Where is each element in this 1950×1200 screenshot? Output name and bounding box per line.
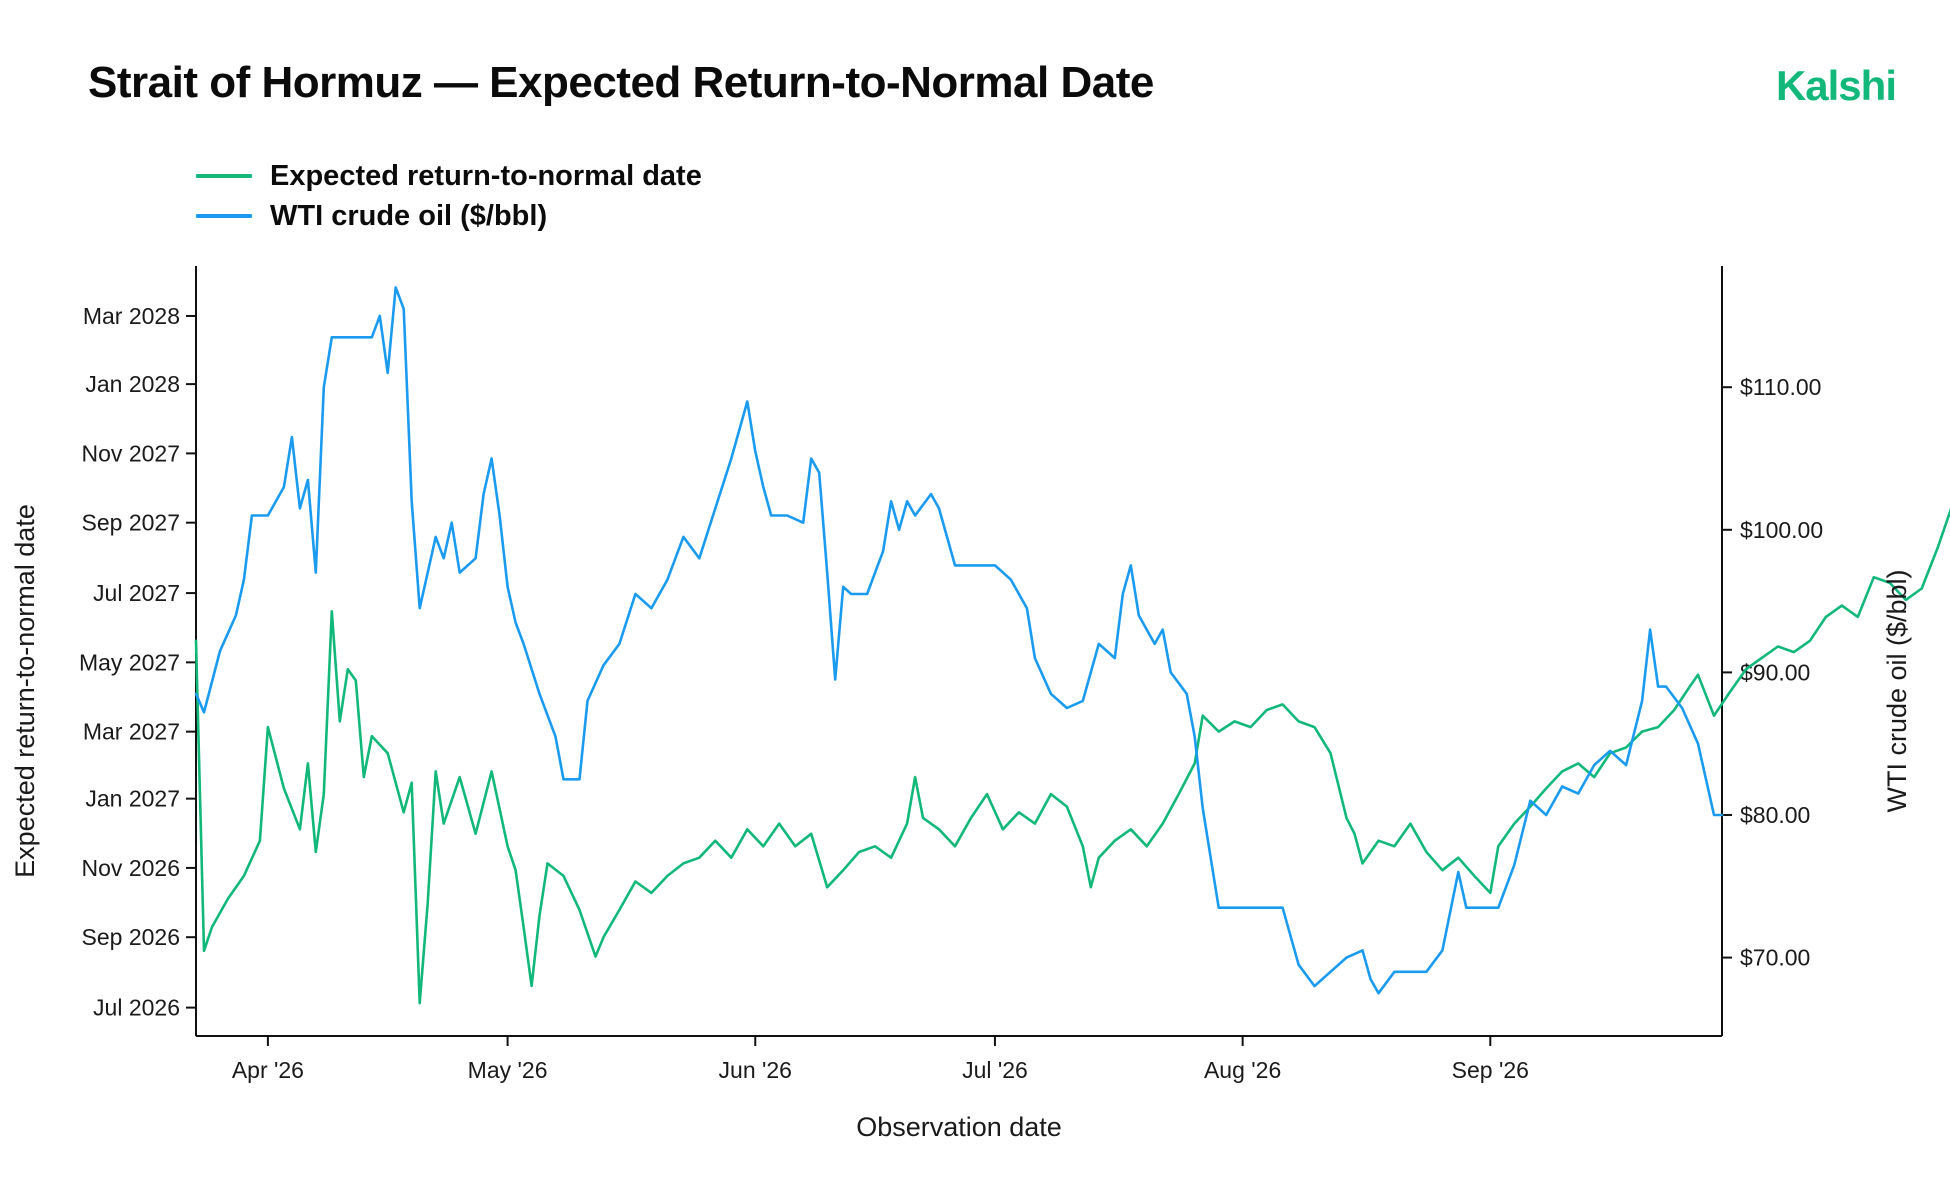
y-left-tick-label: May 2027 <box>79 649 180 675</box>
y-left-tick-label: Nov 2026 <box>82 855 180 881</box>
x-tick-label: May '26 <box>468 1057 548 1083</box>
legend-label-green: Expected return-to-normal date <box>270 159 702 192</box>
legend-item-blue: WTI crude oil ($/bbl) <box>196 196 702 236</box>
x-tick-label: Jul '26 <box>962 1057 1028 1083</box>
y-right-tick-label: $90.00 <box>1740 659 1810 685</box>
y-left-axis-title: Expected return-to-normal date <box>10 504 40 878</box>
legend: Expected return-to-normal date WTI crude… <box>196 156 702 236</box>
chart-title: Strait of Hormuz — Expected Return-to-No… <box>88 58 1154 107</box>
series-line-return-date <box>194 507 1950 1005</box>
series-line-wti <box>194 286 1724 995</box>
y-left-tick-label: Jul 2027 <box>93 580 180 606</box>
y-left-tick-label: Jan 2028 <box>85 371 180 397</box>
x-axis-title: Observation date <box>856 1112 1062 1142</box>
legend-label-blue: WTI crude oil ($/bbl) <box>270 199 548 232</box>
y-left-tick-label: Mar 2028 <box>83 303 180 329</box>
brand-logo: Kalshi <box>1775 62 1897 109</box>
y-left-tick-label: Jul 2026 <box>93 995 180 1021</box>
legend-swatch-blue <box>196 214 252 218</box>
axes: Jul 2026 Sep 2026 Nov 2026 Jan 2027 Mar 2027… <box>79 266 1823 1083</box>
series-layer <box>194 286 1950 1005</box>
x-tick-label: Apr '26 <box>232 1057 304 1083</box>
y-right-tick-label: $70.00 <box>1740 945 1810 971</box>
y-right-tick-label: $110.00 <box>1740 374 1821 400</box>
y-left-tick-label: Jan 2027 <box>85 786 180 812</box>
y-left-tick-label: Nov 2027 <box>82 440 180 466</box>
y-left-tick-label: Mar 2027 <box>83 719 180 745</box>
y-left-tick-label: Sep 2026 <box>82 924 180 950</box>
y-right-tick-label: $100.00 <box>1740 517 1823 543</box>
y-left-tick-label: Sep 2027 <box>82 510 180 536</box>
x-tick-label: Jun '26 <box>719 1057 792 1083</box>
legend-swatch-green <box>196 174 252 178</box>
legend-item-green: Expected return-to-normal date <box>196 156 702 196</box>
x-tick-label: Aug '26 <box>1204 1057 1281 1083</box>
x-tick-label: Sep '26 <box>1452 1057 1529 1083</box>
y-right-axis-title: WTI crude oil ($/bbl) <box>1882 569 1912 812</box>
y-right-tick-label: $80.00 <box>1740 802 1810 828</box>
